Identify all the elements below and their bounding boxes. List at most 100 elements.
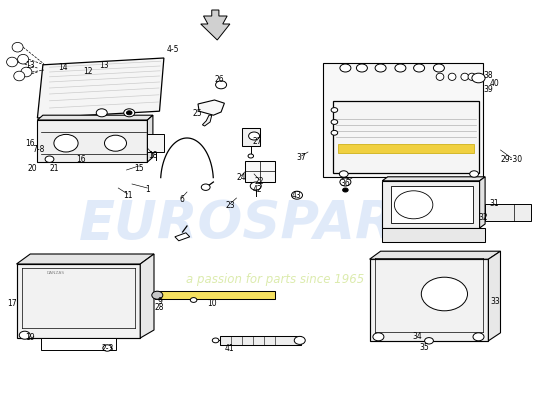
Text: 39: 39 [483,86,493,94]
Text: 10: 10 [207,300,217,308]
Text: 7-8: 7-8 [32,146,45,154]
Text: 23: 23 [225,202,235,210]
Polygon shape [390,186,473,223]
Text: 12: 12 [83,68,93,76]
Polygon shape [242,128,260,146]
Text: 22: 22 [255,178,265,186]
Polygon shape [370,251,500,259]
Polygon shape [485,204,531,221]
Text: 41: 41 [225,344,235,353]
Polygon shape [37,58,164,118]
Text: 29-30: 29-30 [500,156,522,164]
Polygon shape [333,101,478,173]
Circle shape [331,120,338,124]
Circle shape [212,338,219,343]
Polygon shape [16,264,140,338]
Circle shape [395,64,406,72]
Polygon shape [382,228,485,242]
Text: 34: 34 [412,332,422,341]
Text: 26: 26 [214,76,224,84]
Polygon shape [155,291,275,299]
Polygon shape [198,100,224,115]
Text: 40: 40 [490,79,500,88]
Circle shape [248,154,254,158]
Text: 31: 31 [489,200,499,208]
Polygon shape [147,115,153,162]
Polygon shape [245,161,275,182]
Text: 25: 25 [192,110,202,118]
Polygon shape [37,115,153,120]
Circle shape [54,134,78,152]
Circle shape [331,130,338,135]
Polygon shape [382,177,485,181]
Polygon shape [147,134,164,152]
Text: 33: 33 [490,298,500,306]
Circle shape [294,336,305,344]
Text: 11: 11 [123,192,133,200]
Text: 4-5: 4-5 [167,46,179,54]
Text: 6: 6 [179,196,184,204]
Ellipse shape [14,71,25,81]
Ellipse shape [468,73,476,80]
Circle shape [331,108,338,112]
Text: 24: 24 [236,174,246,182]
Text: 16: 16 [76,156,86,164]
Circle shape [356,64,367,72]
Circle shape [433,64,444,72]
Polygon shape [37,120,147,162]
Circle shape [473,333,484,341]
Polygon shape [220,336,301,345]
Circle shape [152,291,163,299]
Polygon shape [488,251,501,341]
Text: 42: 42 [252,186,262,194]
Text: 27: 27 [252,138,262,146]
Circle shape [292,191,302,199]
Ellipse shape [21,67,32,77]
Circle shape [339,171,348,177]
Polygon shape [370,259,488,341]
Text: 21: 21 [49,164,59,172]
Text: 18: 18 [148,152,158,160]
Text: 1: 1 [145,186,150,194]
Circle shape [249,132,260,140]
Polygon shape [41,338,116,350]
Ellipse shape [7,57,18,67]
Text: 14: 14 [58,64,68,72]
Circle shape [343,188,348,192]
Text: 13: 13 [100,62,109,70]
Ellipse shape [448,73,456,80]
Text: a passion for parts since 1965: a passion for parts since 1965 [186,274,364,286]
Circle shape [414,64,425,72]
Polygon shape [323,63,483,177]
Circle shape [425,338,433,344]
Polygon shape [338,144,474,153]
Circle shape [216,81,227,89]
Polygon shape [480,177,485,228]
Circle shape [472,73,485,83]
Circle shape [126,111,132,115]
Polygon shape [175,233,190,241]
Text: 9: 9 [157,298,162,306]
Circle shape [45,156,54,162]
Circle shape [19,331,30,339]
Text: 16: 16 [25,140,35,148]
Ellipse shape [18,54,29,64]
Circle shape [340,178,351,186]
Circle shape [373,333,384,341]
Text: 38: 38 [483,72,493,80]
Ellipse shape [12,42,23,52]
Circle shape [201,184,210,190]
Ellipse shape [461,73,469,80]
Polygon shape [201,10,230,40]
Circle shape [250,182,261,190]
Circle shape [421,277,468,311]
Polygon shape [16,254,154,264]
Circle shape [375,64,386,72]
Text: 19: 19 [25,334,35,342]
Text: 36: 36 [340,180,350,188]
Polygon shape [382,181,480,228]
Text: 15: 15 [134,164,144,172]
Circle shape [394,191,433,219]
Circle shape [96,109,107,117]
Circle shape [190,298,197,302]
